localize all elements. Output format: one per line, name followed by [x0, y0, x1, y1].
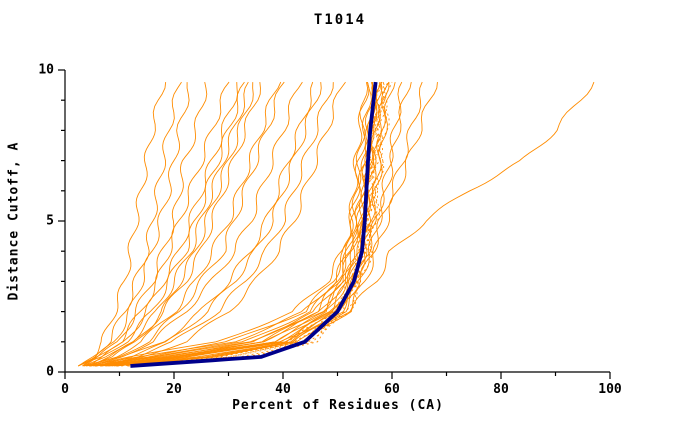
- y-axis-label: Distance Cutoff, A: [6, 141, 22, 301]
- x-axis-label: Percent of Residues (CA): [232, 398, 444, 413]
